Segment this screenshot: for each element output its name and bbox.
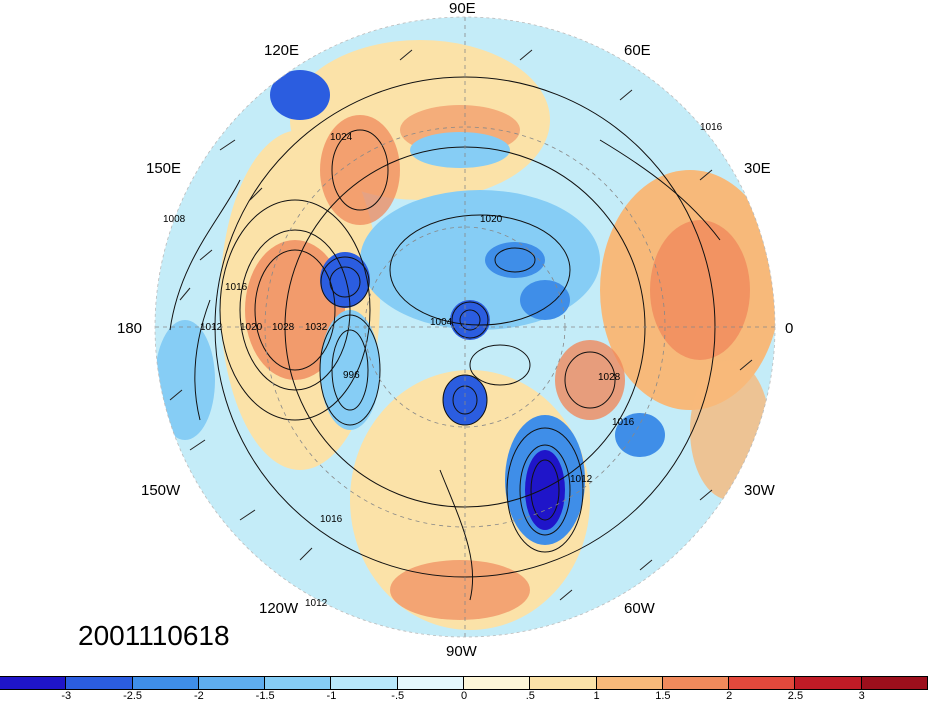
contour-label: 1012	[200, 322, 223, 333]
colorbar-swatch	[530, 677, 597, 689]
contour-label: 1012	[305, 598, 328, 609]
lon-label-120w: 120W	[259, 600, 299, 617]
warm-region	[650, 220, 750, 360]
contour-label: 1008	[163, 214, 186, 225]
colorbar-swatch	[397, 677, 464, 689]
cold-region	[443, 375, 487, 425]
colorbar-labels: -3 -2.5 -2 -1.5 -1 -.5 0 .5 1 1.5 2 2.5 3	[0, 690, 928, 702]
colorbar-label: -3	[61, 690, 72, 702]
lon-label-0: 0	[785, 320, 794, 337]
colorbar-swatch	[729, 677, 796, 689]
colorbar-label: 0	[460, 690, 468, 702]
contour-label: 1004	[430, 317, 453, 328]
timestamp-label: 2001110618	[78, 620, 230, 651]
colorbar-swatch	[861, 677, 928, 689]
colorbar-swatch	[662, 677, 730, 689]
graticule	[155, 17, 775, 637]
colorbar-swatch	[795, 677, 862, 689]
contour-label: 1020	[480, 214, 503, 225]
polar-stereographic-map: 1008 1012 1016 1020 1028 1032 1020 1024 …	[154, 16, 776, 638]
map-border	[154, 16, 776, 638]
colorbar-swatch	[331, 677, 398, 689]
wind-barbs	[169, 49, 753, 601]
contour-label: 1020	[240, 322, 263, 333]
colorbar-label: 2.5	[787, 690, 804, 702]
colorbar-label: .5	[525, 690, 535, 702]
lon-label-60w: 60W	[624, 600, 655, 617]
lon-label-90w: 90W	[446, 643, 477, 660]
colorbar-swatch	[265, 677, 332, 689]
contour-label: 1024	[330, 132, 353, 143]
contour-label: 1016	[612, 417, 635, 428]
lon-label-150e: 150E	[146, 160, 182, 177]
lon-label-60e: 60E	[624, 42, 651, 59]
cold-region	[320, 310, 380, 430]
colorbar-label: -2.5	[123, 690, 143, 702]
contour-label: 1016	[320, 514, 343, 525]
cold-region	[270, 70, 330, 120]
contour-label: 1016	[225, 282, 248, 293]
colorbar-swatch	[132, 677, 199, 689]
colorbar-label: -.5	[391, 690, 405, 702]
lon-label-30w: 30W	[744, 482, 775, 499]
cold-region	[615, 413, 665, 457]
colorbar	[0, 676, 928, 690]
colorbar-label: 1.5	[655, 690, 671, 702]
lon-label-30e: 30E	[744, 160, 771, 177]
contour-label: 996	[343, 370, 360, 381]
colorbar-label: 1	[593, 690, 600, 702]
colorbar-label: -2	[193, 690, 204, 702]
colorbar-swatch	[66, 677, 133, 689]
warm-region	[690, 360, 770, 500]
cold-region	[155, 320, 215, 440]
contour-label: 1028	[272, 322, 295, 333]
contour-label: 1028	[598, 372, 621, 383]
cold-region	[485, 242, 545, 278]
colorbar-swatch	[198, 677, 266, 689]
lon-label-150w: 150W	[141, 482, 181, 499]
contour-label: 1032	[305, 322, 328, 333]
colorbar-label: 3	[858, 690, 865, 702]
colorbar-label: -1.5	[255, 690, 275, 702]
contour-labels: 1008 1012 1016 1020 1028 1032 1020 1024 …	[163, 122, 723, 609]
lon-label-180: 180	[117, 320, 143, 337]
warm-region	[390, 560, 530, 620]
lon-label-120e: 120E	[264, 42, 300, 59]
contour-label: 1016	[700, 122, 723, 133]
colorbar-swatch	[596, 677, 663, 689]
colorbar-label: -1	[326, 690, 337, 702]
cold-region	[320, 252, 370, 308]
warm-region	[245, 240, 345, 380]
map-disk	[155, 17, 775, 637]
colorbar-swatch	[463, 677, 531, 689]
cold-region	[450, 300, 490, 340]
lon-label-90e: 90E	[449, 0, 476, 17]
colorbar-label: 2	[726, 690, 733, 702]
cold-region	[410, 132, 510, 168]
colorbar-swatch	[0, 677, 67, 689]
contour-label: 1012	[570, 474, 593, 485]
cold-region	[520, 280, 570, 320]
